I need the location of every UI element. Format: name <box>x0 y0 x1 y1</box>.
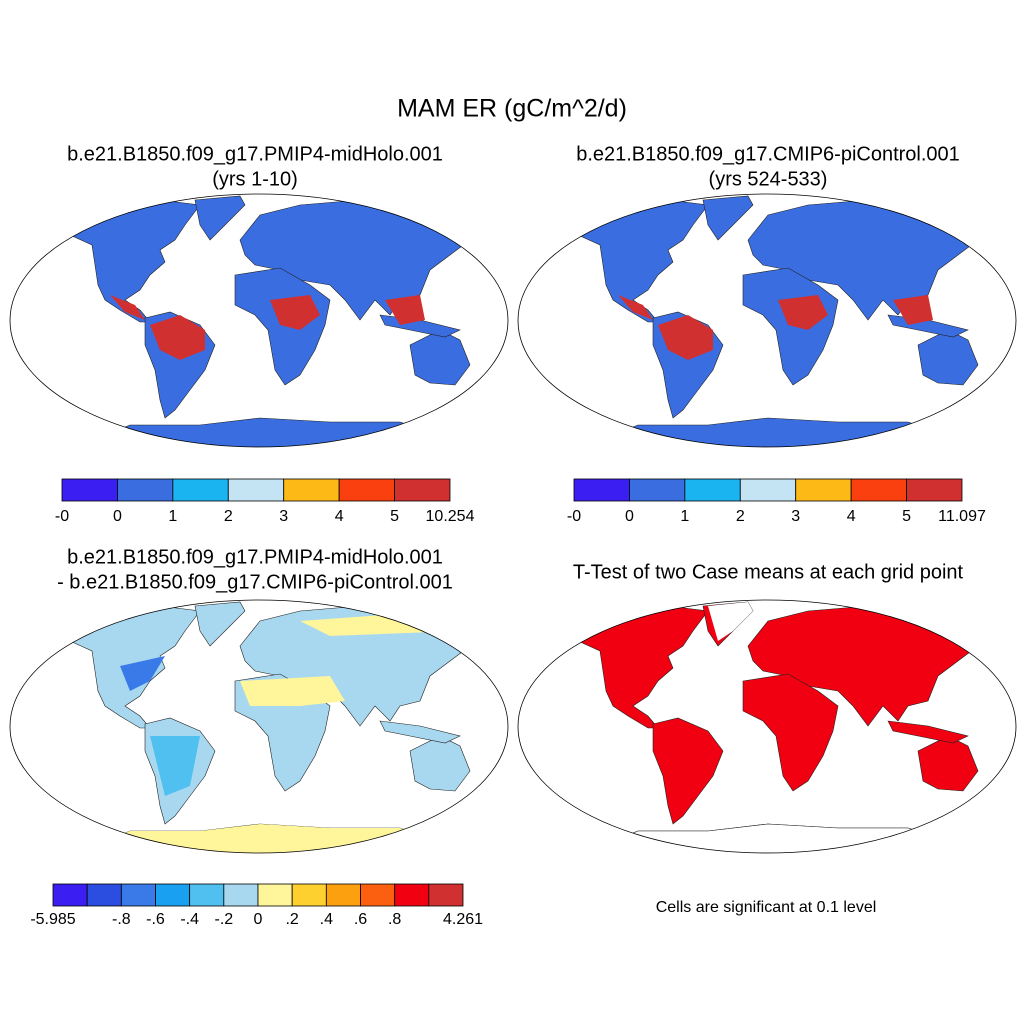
colorbar-box <box>155 883 191 907</box>
panel-title: T-Test of two Case means at each grid po… <box>573 561 964 583</box>
colorbar-label: -.2 <box>214 911 233 928</box>
colorbar-box <box>172 478 229 502</box>
colorbar-box <box>325 883 361 907</box>
colorbar-box <box>86 883 122 907</box>
colorbar-label: .2 <box>285 911 298 928</box>
colorbar-box <box>257 883 293 907</box>
colorbar-label: 2 <box>224 508 233 525</box>
colorbar-label: -0 <box>567 508 581 525</box>
colorbar-label: .4 <box>320 911 333 928</box>
colorbar-label: 2 <box>736 508 745 525</box>
colorbar-box <box>283 478 340 502</box>
colorbar-box <box>684 478 741 502</box>
colorbar-label: 3 <box>279 508 288 525</box>
panel-subtitle: (yrs 1-10) <box>212 168 298 190</box>
colorbar-box <box>629 478 686 502</box>
panel-subtitle: (yrs 524-533) <box>709 168 828 190</box>
colorbar-box <box>739 478 797 502</box>
colorbar-box <box>428 883 464 907</box>
panel-title: b.e21.B1850.f09_g17.PMIP4-midHolo.001 <box>67 546 443 568</box>
colorbar-box <box>61 478 118 502</box>
colorbar-label: 5 <box>902 508 911 525</box>
map <box>517 599 1017 854</box>
panel-subtitle: - b.e21.B1850.f09_g17.CMIP6-piControl.00… <box>57 571 453 593</box>
colorbar-label: 1 <box>168 508 177 525</box>
colorbar-box <box>573 478 630 502</box>
figure-title: MAM ER (gC/m^2/d) <box>397 95 627 123</box>
colorbar-label: 11.097 <box>938 508 986 525</box>
colorbar-label: -.4 <box>180 911 199 928</box>
colorbar-label: 3 <box>791 508 800 525</box>
colorbar-box <box>189 883 225 907</box>
colorbar-label: .8 <box>388 911 401 928</box>
colorbar-label: 4 <box>847 508 856 525</box>
colorbar-label: 0 <box>254 911 263 928</box>
panel-title: b.e21.B1850.f09_g17.PMIP4-midHolo.001 <box>67 143 443 165</box>
colorbar-label: .6 <box>354 911 367 928</box>
panel-title: b.e21.B1850.f09_g17.CMIP6-piControl.001 <box>576 143 960 165</box>
map <box>517 193 1017 448</box>
colorbar-box <box>850 478 907 502</box>
colorbar-label: 5 <box>390 508 399 525</box>
colorbar-label: 10.254 <box>426 508 475 525</box>
colorbar-label: -0 <box>55 508 69 525</box>
colorbar-label: 0 <box>113 508 122 525</box>
colorbar-box <box>120 883 156 907</box>
colorbar-box <box>52 883 88 907</box>
colorbar-box <box>394 883 430 907</box>
colorbar-label: 1 <box>680 508 689 525</box>
colorbar-box <box>117 478 174 502</box>
colorbar-label: 4 <box>335 508 344 525</box>
map <box>9 599 509 854</box>
colorbar-box <box>291 883 327 907</box>
colorbar-box <box>795 478 852 502</box>
colorbar-box <box>394 478 451 502</box>
colorbar-box <box>360 883 396 907</box>
colorbar-label: -.8 <box>112 911 131 928</box>
colorbar-label: -.6 <box>146 911 165 928</box>
colorbar-box <box>906 478 963 502</box>
colorbar-box <box>223 883 259 907</box>
colorbar-box <box>227 478 285 502</box>
note: Cells are significant at 0.1 level <box>656 899 877 916</box>
colorbar-label: 4.261 <box>443 911 483 928</box>
colorbar-box <box>338 478 395 502</box>
colorbar-label: 0 <box>625 508 634 525</box>
map <box>9 193 509 448</box>
colorbar-label: -5.985 <box>30 911 75 928</box>
